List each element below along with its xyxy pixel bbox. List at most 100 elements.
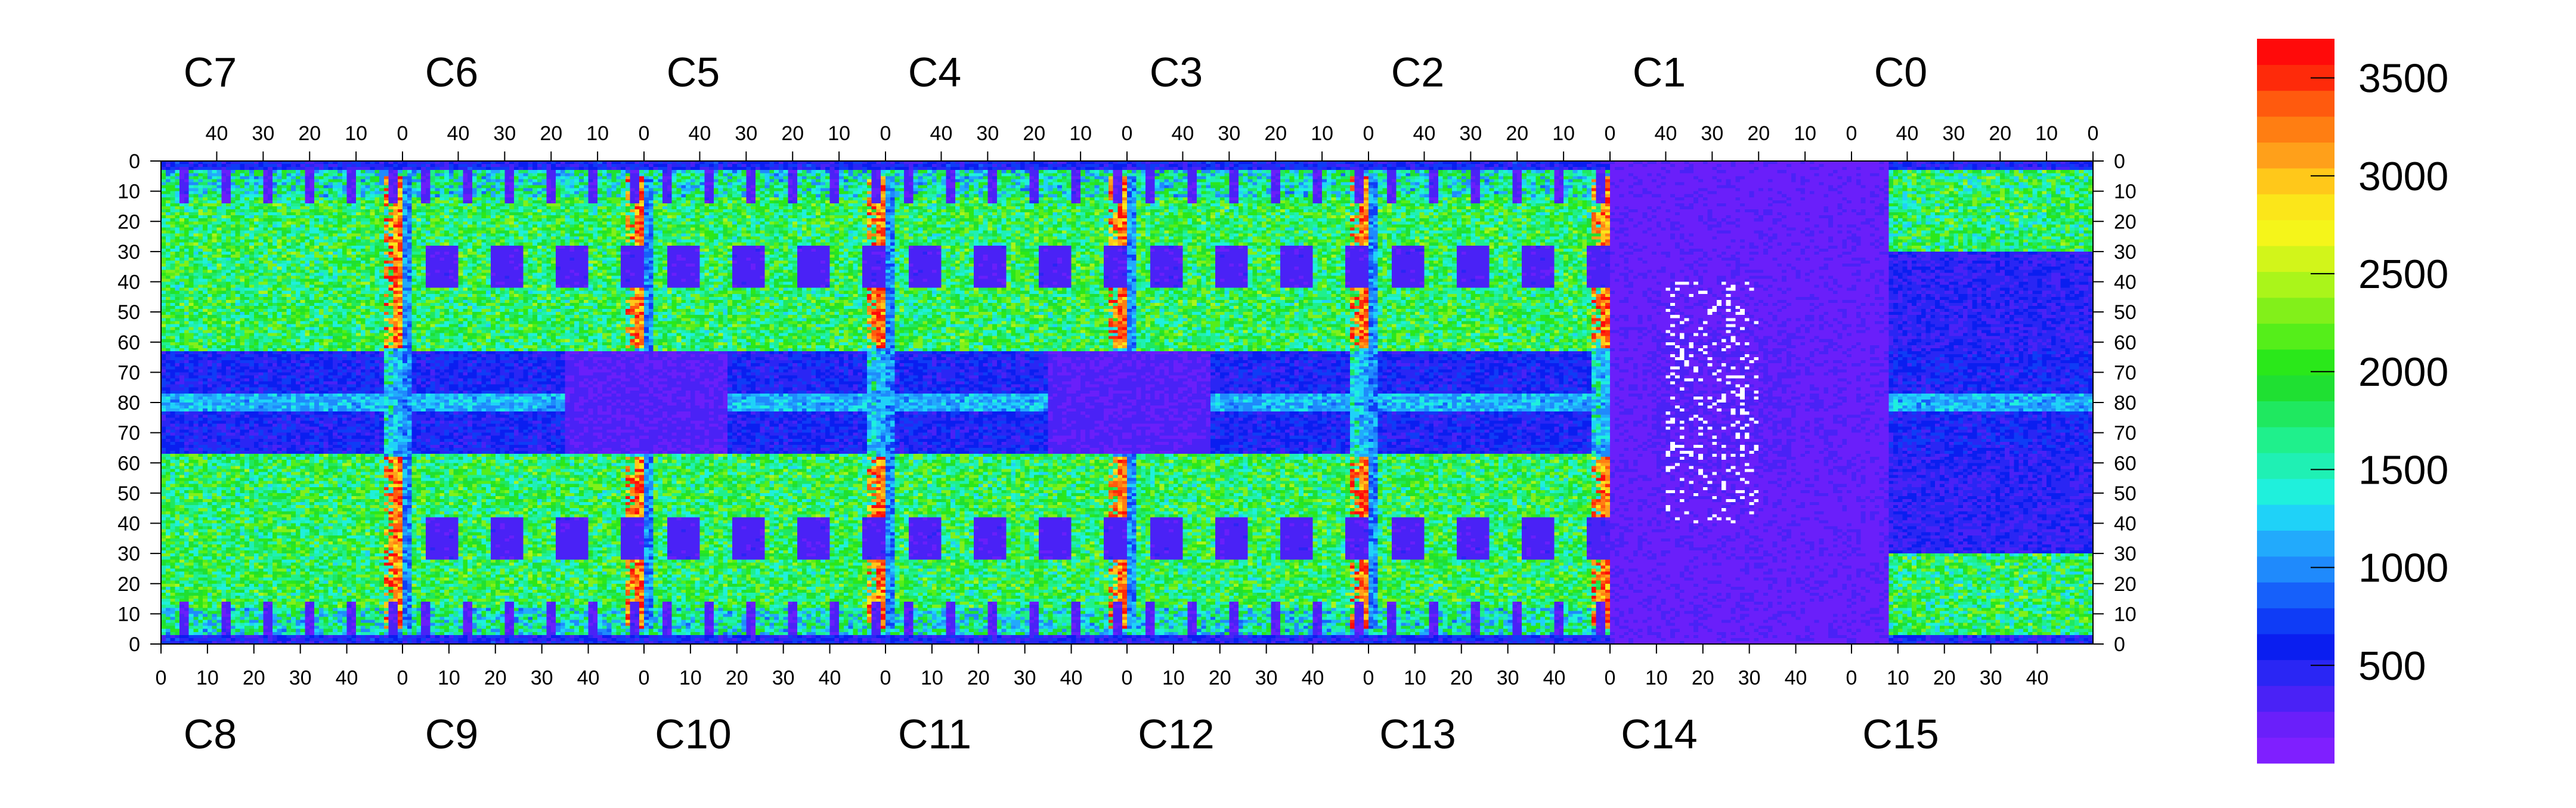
colorbar-segment <box>2257 116 2334 143</box>
x-tick-label-top: 0 <box>2088 122 2099 145</box>
x-tick-label-bottom: 20 <box>484 667 507 689</box>
colorbar-segment <box>2257 401 2334 428</box>
y-tick-label-left: 10 <box>117 181 140 203</box>
y-tick-label-right: 10 <box>2114 181 2137 203</box>
colorbar-segment <box>2257 246 2334 273</box>
x-tick-label-top: 40 <box>689 122 711 145</box>
colorbar-segment <box>2257 219 2334 246</box>
colorbar-segment <box>2257 711 2334 738</box>
x-tick-label-bottom: 0 <box>397 667 408 689</box>
x-tick-label-bottom: 30 <box>1255 667 1278 689</box>
heatmap-cells <box>161 161 2093 644</box>
x-tick-label-top: 40 <box>1413 122 1436 145</box>
y-tick-label-right: 60 <box>2114 332 2137 354</box>
chip-label-top: C2 <box>1391 49 1444 95</box>
y-tick-label-right: 0 <box>2114 633 2125 656</box>
x-tick-label-bottom: 10 <box>679 667 702 689</box>
x-tick-label-top: 20 <box>1023 122 1045 145</box>
colorbar-segment <box>2257 39 2334 65</box>
x-tick-label-bottom: 10 <box>1162 667 1185 689</box>
x-tick-label-top: 20 <box>1264 122 1287 145</box>
y-tick-label-left: 50 <box>117 482 140 505</box>
y-tick-label-right: 70 <box>2114 361 2137 384</box>
chip-label-top: C0 <box>1874 49 1927 95</box>
x-tick-label-bottom: 10 <box>1645 667 1668 689</box>
x-tick-label-bottom: 10 <box>1404 667 1426 689</box>
x-tick-label-bottom: 30 <box>531 667 553 689</box>
x-tick-label-bottom: 40 <box>577 667 600 689</box>
x-tick-label-bottom: 0 <box>1605 667 1616 689</box>
x-tick-label-top: 30 <box>252 122 274 145</box>
x-tick-label-top: 10 <box>586 122 609 145</box>
y-tick-label-right: 70 <box>2114 422 2137 445</box>
colorbar-segment <box>2257 323 2334 350</box>
x-tick-label-top: 40 <box>447 122 470 145</box>
y-tick-label-right: 60 <box>2114 452 2137 475</box>
x-tick-label-top: 0 <box>1846 122 1857 145</box>
x-tick-label-bottom: 0 <box>639 667 650 689</box>
x-tick-label-top: 30 <box>976 122 999 145</box>
colorbar-segment <box>2257 426 2334 453</box>
x-tick-label-top: 0 <box>639 122 650 145</box>
y-tick-label-left: 30 <box>117 543 140 565</box>
y-tick-label-left: 20 <box>117 573 140 596</box>
x-tick-label-bottom: 40 <box>1785 667 1807 689</box>
x-tick-label-bottom: 30 <box>772 667 795 689</box>
x-tick-label-bottom: 0 <box>1363 667 1374 689</box>
x-tick-label-bottom: 0 <box>1846 667 1857 689</box>
x-tick-label-top: 20 <box>298 122 321 145</box>
x-tick-label-bottom: 20 <box>726 667 748 689</box>
colorbar-segment <box>2257 608 2334 634</box>
x-tick-label-top: 40 <box>1896 122 1919 145</box>
chip-label-bottom: C14 <box>1621 711 1697 757</box>
y-tick-label-left: 0 <box>129 633 140 656</box>
x-tick-label-bottom: 40 <box>819 667 841 689</box>
y-tick-label-left: 40 <box>117 513 140 535</box>
x-tick-label-bottom: 10 <box>438 667 460 689</box>
colorbar: 500 1000 1500 2000 2500 3000 3500 <box>2257 39 2448 764</box>
x-tick-label-top: 20 <box>1989 122 2011 145</box>
colorbar-segment <box>2257 478 2334 505</box>
chip-label-bottom: C9 <box>425 711 478 757</box>
y-tick-label-left: 50 <box>117 301 140 324</box>
y-tick-label-right: 20 <box>2114 573 2137 596</box>
colorbar-segment <box>2257 504 2334 531</box>
colorbar-segment <box>2257 90 2334 117</box>
x-tick-label-top: 0 <box>880 122 891 145</box>
chip-label-bottom: C12 <box>1138 711 1214 757</box>
x-tick-label-top: 0 <box>1605 122 1616 145</box>
y-tick-label-right: 30 <box>2114 543 2137 565</box>
x-tick-label-bottom: 10 <box>196 667 219 689</box>
chip-label-top: C5 <box>667 49 720 95</box>
x-tick-label-top: 0 <box>1363 122 1374 145</box>
colorbar-segment <box>2257 660 2334 686</box>
x-tick-label-top: 10 <box>1069 122 1092 145</box>
y-tick-label-left: 20 <box>117 210 140 233</box>
y-tick-label-left: 60 <box>117 452 140 475</box>
y-tick-label-left: 60 <box>117 332 140 354</box>
x-tick-label-bottom: 20 <box>1933 667 1956 689</box>
chip-label-bottom: C15 <box>1862 711 1939 757</box>
colorbar-segment <box>2257 194 2334 221</box>
x-tick-label-top: 0 <box>397 122 408 145</box>
chip-label-top: C1 <box>1633 49 1686 95</box>
y-tick-label-left: 70 <box>117 422 140 445</box>
y-tick-label-left: 30 <box>117 241 140 264</box>
x-tick-label-bottom: 10 <box>1887 667 1909 689</box>
x-tick-label-top: 30 <box>1459 122 1482 145</box>
colorbar-segment <box>2257 634 2334 660</box>
x-tick-label-bottom: 40 <box>1060 667 1083 689</box>
y-tick-label-right: 50 <box>2114 482 2137 505</box>
x-tick-label-bottom: 20 <box>243 667 265 689</box>
x-tick-label-top: 10 <box>2035 122 2058 145</box>
x-tick-label-top: 0 <box>1122 122 1133 145</box>
colorbar-segment <box>2257 168 2334 194</box>
x-tick-label-bottom: 20 <box>1209 667 1231 689</box>
y-tick-label-right: 40 <box>2114 513 2137 535</box>
x-tick-label-bottom: 30 <box>1014 667 1036 689</box>
x-tick-label-bottom: 40 <box>2026 667 2049 689</box>
heatmap-image <box>161 161 2093 644</box>
x-tick-label-bottom: 0 <box>156 667 167 689</box>
